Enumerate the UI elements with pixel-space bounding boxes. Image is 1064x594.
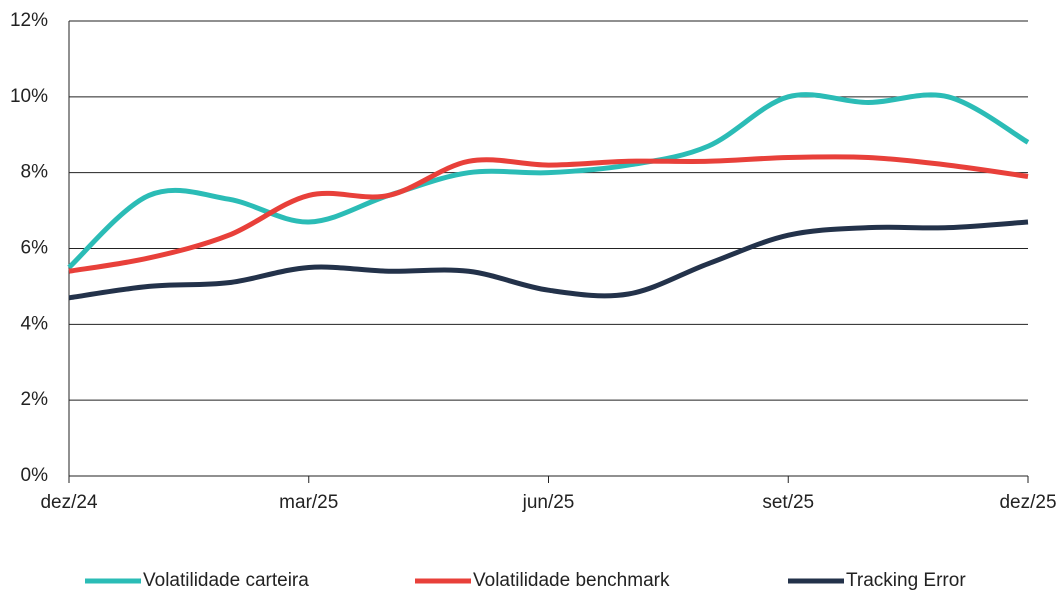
y-tick-label: 6% bbox=[21, 238, 49, 259]
x-tick-label: jun/25 bbox=[522, 492, 575, 513]
y-tick-label: 10% bbox=[10, 86, 48, 107]
y-tick-label: 12% bbox=[10, 10, 48, 31]
y-tick-label: 4% bbox=[21, 313, 49, 334]
legend-label: Volatilidade carteira bbox=[143, 570, 309, 591]
y-tick-label: 2% bbox=[21, 389, 49, 410]
x-tick-label: mar/25 bbox=[279, 492, 338, 513]
series-line bbox=[67, 92, 1030, 270]
series-line bbox=[68, 219, 1029, 301]
y-tick-label: 0% bbox=[21, 465, 49, 486]
series-line bbox=[68, 154, 1029, 274]
legend-label: Tracking Error bbox=[846, 570, 966, 591]
y-tick-label: 8% bbox=[21, 162, 49, 183]
legend-label: Volatilidade benchmark bbox=[473, 570, 670, 591]
x-tick-label: set/25 bbox=[762, 492, 814, 513]
x-tick-label: dez/24 bbox=[40, 492, 97, 513]
x-tick-label: dez/25 bbox=[999, 492, 1056, 513]
